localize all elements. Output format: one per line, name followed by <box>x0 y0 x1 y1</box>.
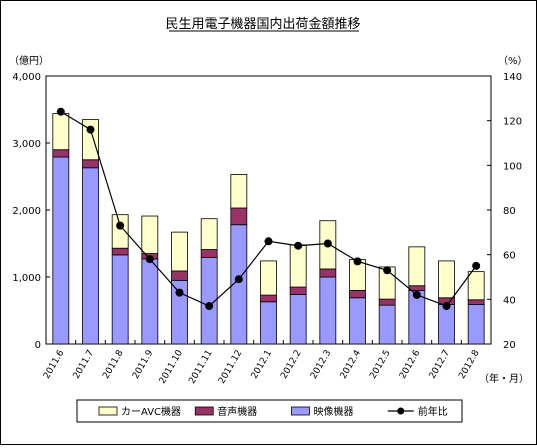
yoy-point <box>145 255 154 264</box>
bar-segment-video <box>349 297 366 345</box>
bar-segment-car-avc <box>260 260 277 296</box>
bar-segment-car-avc <box>438 260 455 299</box>
bar-segment-car-avc <box>467 271 485 301</box>
bar-segment-car-avc <box>230 174 248 209</box>
left-axis-tick-label: 3,000 <box>12 139 41 150</box>
yoy-point <box>264 237 273 246</box>
legend-swatch-point <box>397 407 405 415</box>
bar-segment-video <box>260 301 277 345</box>
x-axis-tick-label: 2012.2 <box>279 349 303 381</box>
x-axis-tick-label: 2011.6 <box>42 348 67 381</box>
bar-segment-video <box>319 276 337 345</box>
right-axis-tick-label: 60 <box>503 251 516 262</box>
bar-segment-car-avc <box>52 113 70 151</box>
bar-segment-car-avc <box>408 246 426 287</box>
yoy-point <box>294 241 303 250</box>
bar-segment-video <box>52 156 70 345</box>
yoy-point <box>175 288 184 297</box>
legend-label: カーAVC機器 <box>121 405 181 418</box>
right-axis-tick-label: 40 <box>503 295 516 306</box>
x-axis-tick-label: 2012.6 <box>398 348 423 381</box>
bar-segment-audio <box>111 247 129 256</box>
right-axis-tick-label: 140 <box>503 72 522 83</box>
yoy-point <box>442 302 451 311</box>
legend-label: 前年比 <box>418 405 448 418</box>
bar-segment-car-avc <box>289 244 307 288</box>
right-axis-unit: （%） <box>498 55 528 67</box>
legend-swatch <box>194 406 214 416</box>
left-axis-tick-label: 4,000 <box>12 72 41 83</box>
bar-segment-car-avc <box>141 215 159 254</box>
x-axis-tick-label: 2011.9 <box>131 348 156 381</box>
x-axis-tick-label: 2012.5 <box>368 349 392 381</box>
right-axis-tick-label: 120 <box>503 117 522 128</box>
bar-segment-audio <box>378 298 396 306</box>
bar-segment-car-avc <box>171 231 188 272</box>
x-axis-tick-label: 2011.12 <box>217 349 244 386</box>
bar-segment-video <box>467 304 485 345</box>
left-axis-unit: （億円） <box>9 54 49 67</box>
yoy-point <box>472 261 481 270</box>
yoy-point <box>56 107 65 116</box>
bar-segment-video <box>438 304 455 345</box>
x-axis-tick-label: 2012.4 <box>339 348 364 381</box>
right-axis-tick-label: 80 <box>503 206 516 217</box>
bar-segment-video <box>289 294 307 345</box>
yoy-point <box>86 125 95 134</box>
yoy-point <box>412 290 421 299</box>
chart-title: 民生用電子機器国内出荷金額推移 <box>165 16 360 32</box>
legend: カーAVC機器 音声機器 映像機器 前年比 <box>76 399 463 423</box>
bar-segment-audio <box>349 289 366 299</box>
bar-segment-audio <box>82 159 99 169</box>
bar-segment-car-avc <box>200 218 218 250</box>
x-axis-tick-label: 2012.1 <box>250 349 274 381</box>
bar-segment-audio <box>171 270 188 281</box>
bar-segment-audio <box>467 299 485 305</box>
yoy-point <box>383 266 392 275</box>
yoy-point <box>234 275 243 284</box>
right-axis-tick-label: 100 <box>503 161 522 172</box>
x-axis-tick-label: 2011.7 <box>72 349 96 381</box>
left-axis-tick-label: 0 <box>35 340 41 351</box>
yoy-point <box>205 302 214 311</box>
bar-segment-video <box>141 258 159 345</box>
bar-segment-audio <box>260 294 277 303</box>
x-axis-tick-label: 2011.11 <box>187 349 214 386</box>
legend-swatch <box>98 406 118 416</box>
yoy-point <box>116 221 125 230</box>
x-axis-tick-label: 2012.7 <box>428 349 452 381</box>
legend-label: 映像機器 <box>314 405 354 418</box>
yoy-point <box>353 257 362 266</box>
bar-segment-audio <box>319 268 337 278</box>
x-axis-tick-label: 2012.3 <box>309 349 333 381</box>
plot-area: 0 1,000 2,000 3,000 4,000 20 40 60 80 100 120 140 20… <box>12 72 522 386</box>
legend-swatch <box>291 406 310 416</box>
bar-segment-video <box>378 304 396 345</box>
legend-label: 音声機器 <box>217 405 257 418</box>
left-axis-tick-label: 1,000 <box>12 273 41 284</box>
bar-segment-audio <box>289 286 307 295</box>
x-axis-unit: （年・月） <box>479 372 529 385</box>
bar-segment-video <box>82 167 99 345</box>
bar-segment-audio <box>200 249 218 258</box>
bar-segment-car-avc <box>111 214 129 249</box>
bar-segment-audio <box>230 207 248 226</box>
bar-segment-video <box>111 254 129 345</box>
legend-box <box>76 399 463 423</box>
x-axis-tick-label: 2011.10 <box>158 348 185 385</box>
yoy-point <box>323 239 332 248</box>
bar-segment-audio <box>52 149 70 158</box>
left-axis-tick-label: 2,000 <box>12 206 41 217</box>
right-axis-tick-label: 20 <box>503 340 516 351</box>
x-axis-tick-label: 2011.8 <box>101 348 126 381</box>
